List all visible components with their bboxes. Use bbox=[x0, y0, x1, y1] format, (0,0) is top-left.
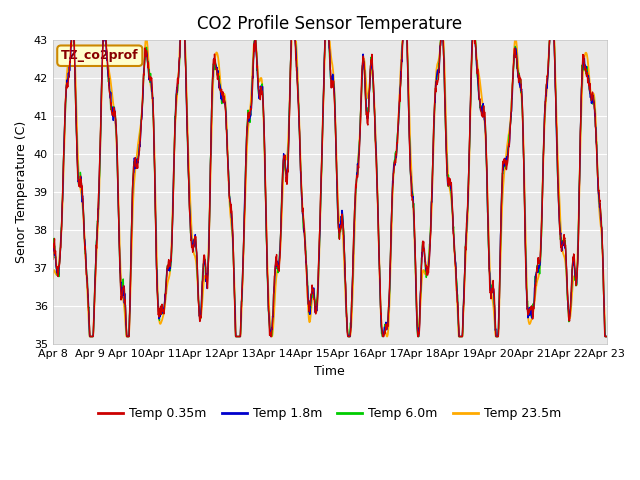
Text: TZ_co2prof: TZ_co2prof bbox=[61, 49, 139, 62]
Legend: Temp 0.35m, Temp 1.8m, Temp 6.0m, Temp 23.5m: Temp 0.35m, Temp 1.8m, Temp 6.0m, Temp 2… bbox=[93, 402, 566, 425]
Y-axis label: Senor Temperature (C): Senor Temperature (C) bbox=[15, 121, 28, 263]
Title: CO2 Profile Sensor Temperature: CO2 Profile Sensor Temperature bbox=[197, 15, 462, 33]
X-axis label: Time: Time bbox=[314, 364, 345, 378]
